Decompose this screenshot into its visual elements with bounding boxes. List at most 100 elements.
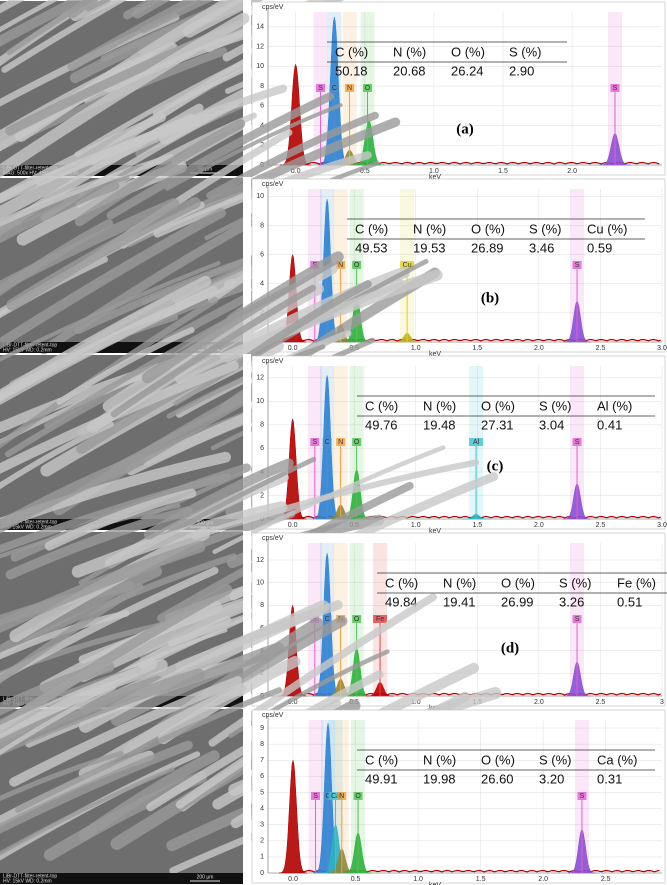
sem-cover xyxy=(243,708,251,885)
sem-cover xyxy=(243,354,251,531)
table-header: S (%) xyxy=(539,752,572,767)
table-value: 26.89 xyxy=(471,240,504,255)
table-header: N (%) xyxy=(443,575,476,590)
panel-label: (d) xyxy=(501,640,519,656)
marker-tag xyxy=(329,84,339,92)
y-tick-label: 4 xyxy=(260,281,264,288)
table-value: 3.04 xyxy=(539,417,564,432)
fiber xyxy=(0,0,59,33)
fiber xyxy=(0,740,193,834)
sem-caption-bar xyxy=(0,519,243,530)
x-tick-label: 2.5 xyxy=(596,699,606,706)
fiber xyxy=(0,153,175,227)
table-value: 0.41 xyxy=(597,417,622,432)
table-header: N (%) xyxy=(393,44,426,59)
table-header: O (%) xyxy=(481,752,515,767)
y-tick-label: 10 xyxy=(256,63,264,70)
fiber xyxy=(74,119,246,227)
fiber xyxy=(56,327,195,405)
marker-label: S xyxy=(575,262,580,269)
marker-tag xyxy=(337,792,347,800)
x-tick-label: 2.5 xyxy=(601,876,611,883)
fiber xyxy=(39,218,255,355)
marker-tag xyxy=(316,84,326,92)
fiber xyxy=(78,600,330,733)
sem-scale: 200 µm xyxy=(197,874,214,880)
table-header: S (%) xyxy=(509,44,542,59)
y-tick-label: 14 xyxy=(256,24,264,31)
marker-label: S xyxy=(312,439,317,446)
marker-tag xyxy=(310,438,320,446)
marker-tag xyxy=(577,792,587,800)
table-value: 2.90 xyxy=(509,63,534,78)
peak xyxy=(278,759,308,874)
table-value: 27.31 xyxy=(481,417,514,432)
table-value: 0.59 xyxy=(587,240,612,255)
y-tick-label: 8 xyxy=(260,83,264,90)
x-tick-label: 2.0 xyxy=(538,876,548,883)
marker-label: N xyxy=(338,439,343,446)
fiber xyxy=(0,181,120,244)
fiber xyxy=(1,0,127,73)
fiber xyxy=(0,767,175,856)
table-value: 0.31 xyxy=(597,771,622,786)
panel-label: (b) xyxy=(481,290,499,306)
table-header: C (%) xyxy=(355,221,388,236)
marker-tag xyxy=(400,261,415,269)
marker-tag xyxy=(363,84,373,92)
sem-cover xyxy=(243,0,251,177)
sem-caption: HV: 15kV WD: 0.2mm xyxy=(3,524,52,530)
fiber xyxy=(174,269,443,384)
x-tick-label: 0.0 xyxy=(288,876,298,883)
table-value: 19.53 xyxy=(413,240,446,255)
table-value: 26.99 xyxy=(501,594,534,609)
marker-tag xyxy=(328,792,343,800)
table-header: N (%) xyxy=(413,221,446,236)
y-tick-label: 10 xyxy=(256,193,264,200)
marker-label: O xyxy=(365,85,371,92)
fiber xyxy=(141,251,344,384)
table-header: O (%) xyxy=(501,575,535,590)
table-header: Al (%) xyxy=(597,398,632,413)
sem-caption: LiBr-DTT-filter-retent-top xyxy=(3,873,57,879)
x-tick-label: 1.5 xyxy=(472,345,482,352)
marker-label: C xyxy=(332,85,337,92)
fiber xyxy=(44,488,197,551)
marker-label: N xyxy=(339,793,344,800)
marker-tag xyxy=(311,792,321,800)
fiber xyxy=(206,111,379,200)
x-tick-label: 2.0 xyxy=(534,345,544,352)
table-header: O (%) xyxy=(451,44,485,59)
marker-label: O xyxy=(354,262,360,269)
panel-label: (c) xyxy=(487,458,504,474)
panel-label: (a) xyxy=(456,121,474,137)
y-tick-label: 5 xyxy=(260,789,264,796)
fiber xyxy=(0,113,166,204)
marker-tag xyxy=(322,438,332,446)
marker-tag xyxy=(469,438,484,446)
table-value: 26.24 xyxy=(451,63,484,78)
x-tick-label: 0.0 xyxy=(288,345,298,352)
marker-label: N xyxy=(347,85,352,92)
table-header: Ca (%) xyxy=(597,752,637,767)
x-unit: keV xyxy=(429,351,441,358)
y-tick-label: 6 xyxy=(260,445,264,452)
table-header: C (%) xyxy=(365,398,398,413)
x-tick-label: 0.0 xyxy=(288,699,298,706)
x-tick-label: 2.5 xyxy=(596,345,606,352)
marker-label: C xyxy=(325,616,330,623)
marker-label: N xyxy=(338,262,343,269)
table-value: 50.18 xyxy=(335,63,368,78)
fiber xyxy=(0,261,221,362)
sem-caption: HV: 15kV WD: 0.2mm xyxy=(3,347,52,353)
y-tick-label: 2 xyxy=(260,492,264,499)
table-value: 19.48 xyxy=(423,417,456,432)
table-header: S (%) xyxy=(529,221,562,236)
x-unit: keV xyxy=(429,882,441,885)
table-header: O (%) xyxy=(481,398,515,413)
table-value: 49.53 xyxy=(355,240,388,255)
fiber xyxy=(0,610,130,660)
marker-tag xyxy=(352,615,362,623)
x-tick-label: 3.0 xyxy=(657,522,667,529)
table-header: S (%) xyxy=(539,398,572,413)
